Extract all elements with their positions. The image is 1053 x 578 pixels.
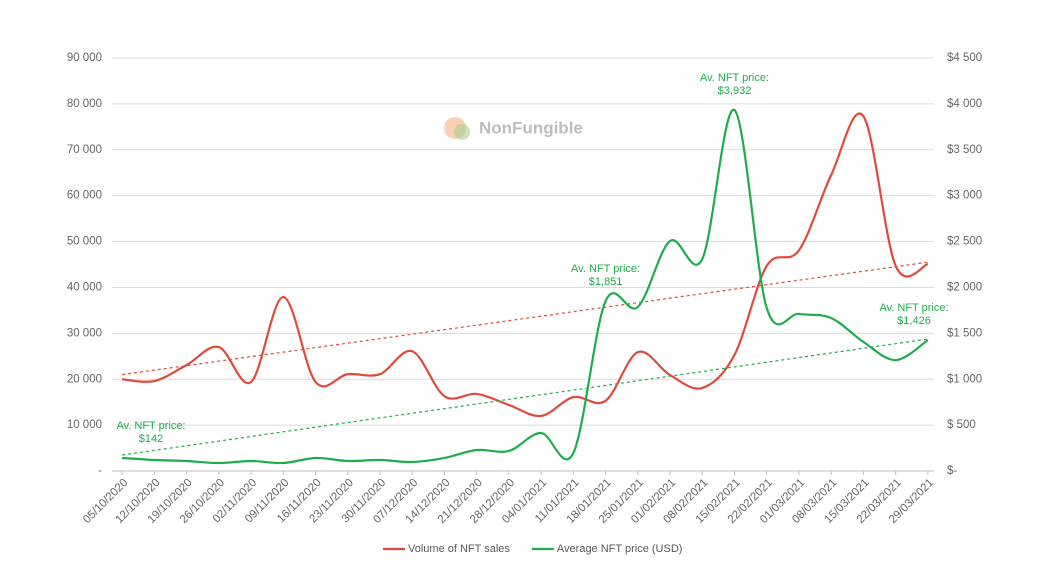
y2-tick-label: $3 000 [947, 190, 982, 202]
annotation-caption: Av. NFT price: [571, 263, 640, 275]
series-line [122, 109, 929, 465]
y-tick-label: - [98, 465, 102, 477]
y2-tick-label: $1 000 [947, 373, 982, 385]
y-tick-label: 50 000 [67, 236, 102, 248]
y-tick-label: 20 000 [67, 373, 102, 385]
annotation-caption: Av. NFT price: [116, 420, 185, 432]
y2-tick-label: $4 000 [947, 98, 982, 110]
y2-tick-label: $2 500 [947, 236, 982, 248]
trend-line [122, 338, 928, 456]
y2-tick-label: $2 000 [947, 281, 982, 293]
y-tick-label: 80 000 [67, 98, 102, 110]
y2-tick-label: $ 500 [947, 419, 976, 431]
y2-tick-label: $1 500 [947, 327, 982, 339]
y-tick-label: 40 000 [67, 281, 102, 293]
data-label: $142 [139, 433, 163, 445]
watermark-logo: NonFungible [444, 117, 583, 140]
data-label: $1,851 [589, 276, 623, 288]
y-tick-label: 60 000 [67, 190, 102, 202]
trend-line [122, 261, 928, 376]
y2-tick-label: $4 500 [947, 52, 982, 64]
data-label: $3,932 [718, 85, 752, 97]
y-tick-label: 70 000 [67, 144, 102, 156]
y-tick-label: 90 000 [67, 52, 102, 64]
data-label: $1,426 [897, 315, 931, 327]
y2-tick-label: $- [947, 465, 957, 477]
y-tick-label: 10 000 [67, 419, 102, 431]
annotation-caption: Av. NFT price: [879, 302, 948, 314]
y-tick-label: 30 000 [67, 327, 102, 339]
watermark: NonFungible [479, 118, 583, 137]
legend-label: Volume of NFT sales [408, 543, 510, 555]
annotation-caption: Av. NFT price: [700, 72, 769, 84]
series-line [122, 112, 929, 418]
y2-tick-label: $3 500 [947, 144, 982, 156]
legend-label: Average NFT price (USD) [557, 543, 683, 555]
